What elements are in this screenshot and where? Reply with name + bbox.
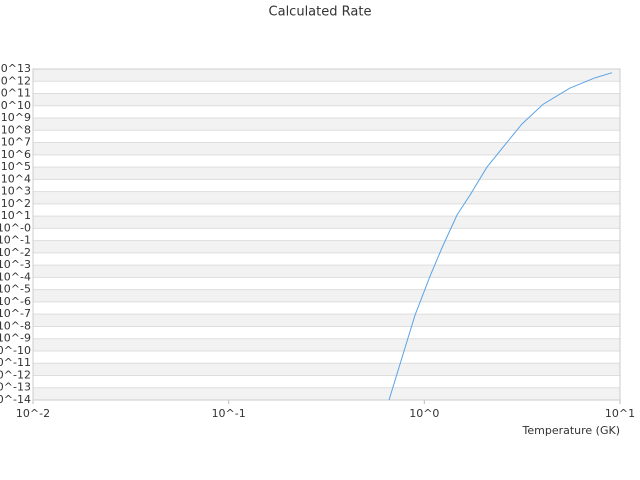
y-tick-label: 10^-14 [0, 393, 31, 406]
x-tick-label: 10^-1 [212, 407, 246, 420]
y-tick-label: 10^-13 [0, 381, 31, 394]
y-tick-label: 10^3 [1, 185, 31, 198]
grid-band [33, 314, 620, 327]
y-tick-label: 10^-11 [0, 356, 31, 369]
grid-band [33, 387, 620, 400]
y-tick-label: 10^-0 [0, 221, 31, 234]
grid-band [33, 216, 620, 229]
y-tick-label: 10^-12 [0, 368, 31, 381]
grid-band [33, 289, 620, 302]
x-tick-label: 10^1 [605, 407, 635, 420]
y-tick-label: 10^10 [0, 99, 31, 112]
y-tick-label: 10^-2 [0, 246, 31, 259]
y-tick-label: 10^-7 [0, 307, 31, 320]
y-tick-label: 10^-10 [0, 344, 31, 357]
grid-band [33, 363, 620, 376]
plot-frame [32, 68, 621, 401]
grid-band [33, 191, 620, 204]
y-tick-label: 10^2 [1, 197, 31, 210]
x-tick-label: 10^0 [409, 407, 439, 420]
y-tick-label: 10^-8 [0, 319, 31, 332]
grid-band [33, 69, 620, 82]
grid-band [33, 338, 620, 351]
y-tick-label: 10^12 [0, 74, 31, 87]
y-tick-label: 10^-9 [0, 332, 31, 345]
y-tick-label: 10^-4 [0, 270, 31, 283]
grid-band [33, 142, 620, 155]
y-tick-label: 10^-1 [0, 234, 31, 247]
y-tick-label: 10^13 [0, 62, 31, 75]
chart-title: Calculated Rate [269, 5, 372, 20]
y-tick-label: 10^-3 [0, 258, 31, 271]
x-tick-label: 10^-2 [16, 407, 50, 420]
data-line [388, 72, 613, 401]
y-tick-label: 10^5 [1, 160, 31, 173]
y-tick-label: 10^-6 [0, 295, 31, 308]
y-tick-label: 10^11 [0, 87, 31, 100]
y-tick-label: 10^8 [1, 123, 31, 136]
x-axis-label: Temperature (GK) [522, 424, 621, 437]
grid-band [33, 265, 620, 278]
grid-band [33, 167, 620, 180]
y-tick-label: 10^1 [1, 209, 31, 222]
y-tick-label: 10^9 [1, 111, 31, 124]
grid-band [33, 93, 620, 106]
grid-band [33, 118, 620, 131]
grid-band [33, 240, 620, 253]
y-tick-label: 10^6 [1, 148, 31, 161]
y-tick-label: 10^4 [1, 172, 31, 185]
y-tick-label: 10^7 [1, 136, 31, 149]
y-tick-label: 10^-5 [0, 283, 31, 296]
